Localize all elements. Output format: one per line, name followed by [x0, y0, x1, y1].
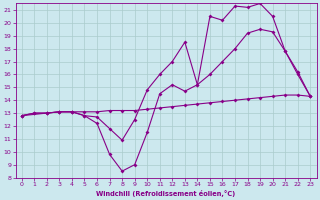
X-axis label: Windchill (Refroidissement éolien,°C): Windchill (Refroidissement éolien,°C)	[96, 190, 236, 197]
